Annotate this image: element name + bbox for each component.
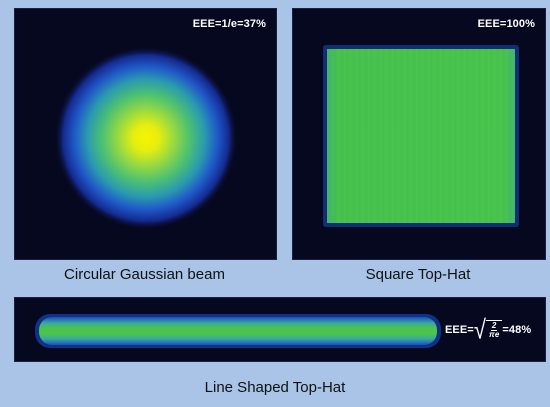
line-tophat-image [15,298,545,361]
eee-prefix: EEE= [445,323,474,336]
fraction-numerator: 2 [490,321,498,331]
gaussian-beam-image [15,9,276,259]
line-tophat-spot [39,317,437,345]
line-tophat-panel: EEE= √ 2 πe =48% [14,297,546,362]
sqrt-symbol: √ [473,313,487,344]
square-tophat-image [293,9,545,259]
gaussian-beam-panel: EEE=1/e=37% [14,8,277,260]
eee-label-line: EEE= √ 2 πe =48% [445,298,531,361]
eee-label-gaussian: EEE=1/e=37% [192,18,266,30]
caption-square: Square Top-Hat [365,266,471,283]
caption-gaussian: Circular Gaussian beam [64,266,225,283]
eee-label-square: EEE=100% [477,18,535,30]
fraction-denominator: πe [489,330,500,339]
gaussian-spot [54,46,238,230]
square-tophat-panel: EEE=100% [292,8,546,260]
fraction: 2 πe [486,320,503,339]
caption-line: Line Shaped Top-Hat [204,379,346,396]
eee-suffix: =48% [502,323,532,336]
sqrt-formula: √ 2 πe [473,313,503,344]
